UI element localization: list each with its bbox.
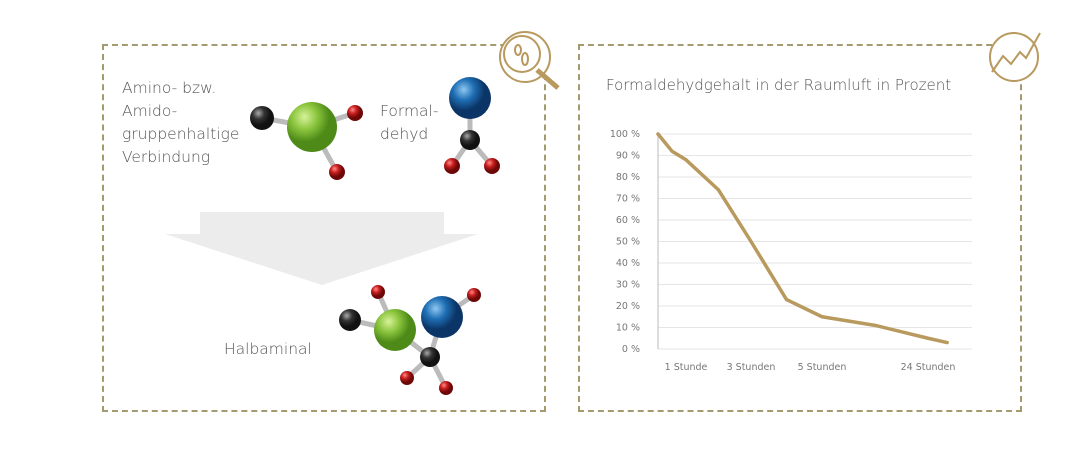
magnifier-bacteria-icon <box>499 31 560 90</box>
y-tick-label: 100 % <box>610 129 640 140</box>
compound-label-line: Verbindung <box>122 148 211 166</box>
x-tick-label: 5 Stunden <box>798 362 847 373</box>
x-tick-label: 24 Stunden <box>901 362 956 373</box>
y-tick-label: 10 % <box>616 323 640 334</box>
compound-label: Amino- bzw. Amido- gruppenhaltige Verbin… <box>122 77 239 169</box>
y-tick-label: 90 % <box>616 151 640 162</box>
chart-panel <box>578 44 1022 412</box>
y-tick-label: 30 % <box>616 280 640 291</box>
y-tick-label: 80 % <box>616 172 640 183</box>
y-tick-label: 60 % <box>616 215 640 226</box>
reaction-arrow <box>165 212 478 285</box>
series-line <box>656 132 949 345</box>
y-tick-label: 70 % <box>616 194 640 205</box>
compound-label-line: Amido- <box>122 102 178 120</box>
line-chart: 0 % 10 % 20 % 30 % 40 % 50 % 60 % 70 % 80 % 90 % 1… <box>610 129 972 373</box>
formaldehyde-label-line: dehyd <box>380 125 429 143</box>
formaldehyde-label-line: Formal- <box>380 102 439 120</box>
amino-molecule <box>250 102 363 180</box>
formaldehyde-molecule <box>444 77 500 174</box>
y-tick-label: 20 % <box>616 301 640 312</box>
y-tick-label: 40 % <box>616 258 640 269</box>
y-tick-label: 0 % <box>622 344 640 355</box>
compound-label-line: gruppenhaltige <box>122 125 240 143</box>
compound-label-line: Amino- bzw. <box>122 79 217 97</box>
x-tick-label: 3 Stunden <box>727 362 776 373</box>
trend-chart-icon <box>989 32 1041 82</box>
y-tick-label: 50 % <box>616 237 640 248</box>
formaldehyde-label: Formal- dehyd <box>380 100 438 146</box>
reaction-panel <box>102 44 546 412</box>
halbaminal-molecule <box>339 285 481 395</box>
chart-title: Formaldehydgehalt in der Raumluft in Pro… <box>606 76 952 94</box>
product-label: Halbaminal <box>224 340 312 358</box>
x-tick-label: 1 Stunde <box>665 362 708 373</box>
